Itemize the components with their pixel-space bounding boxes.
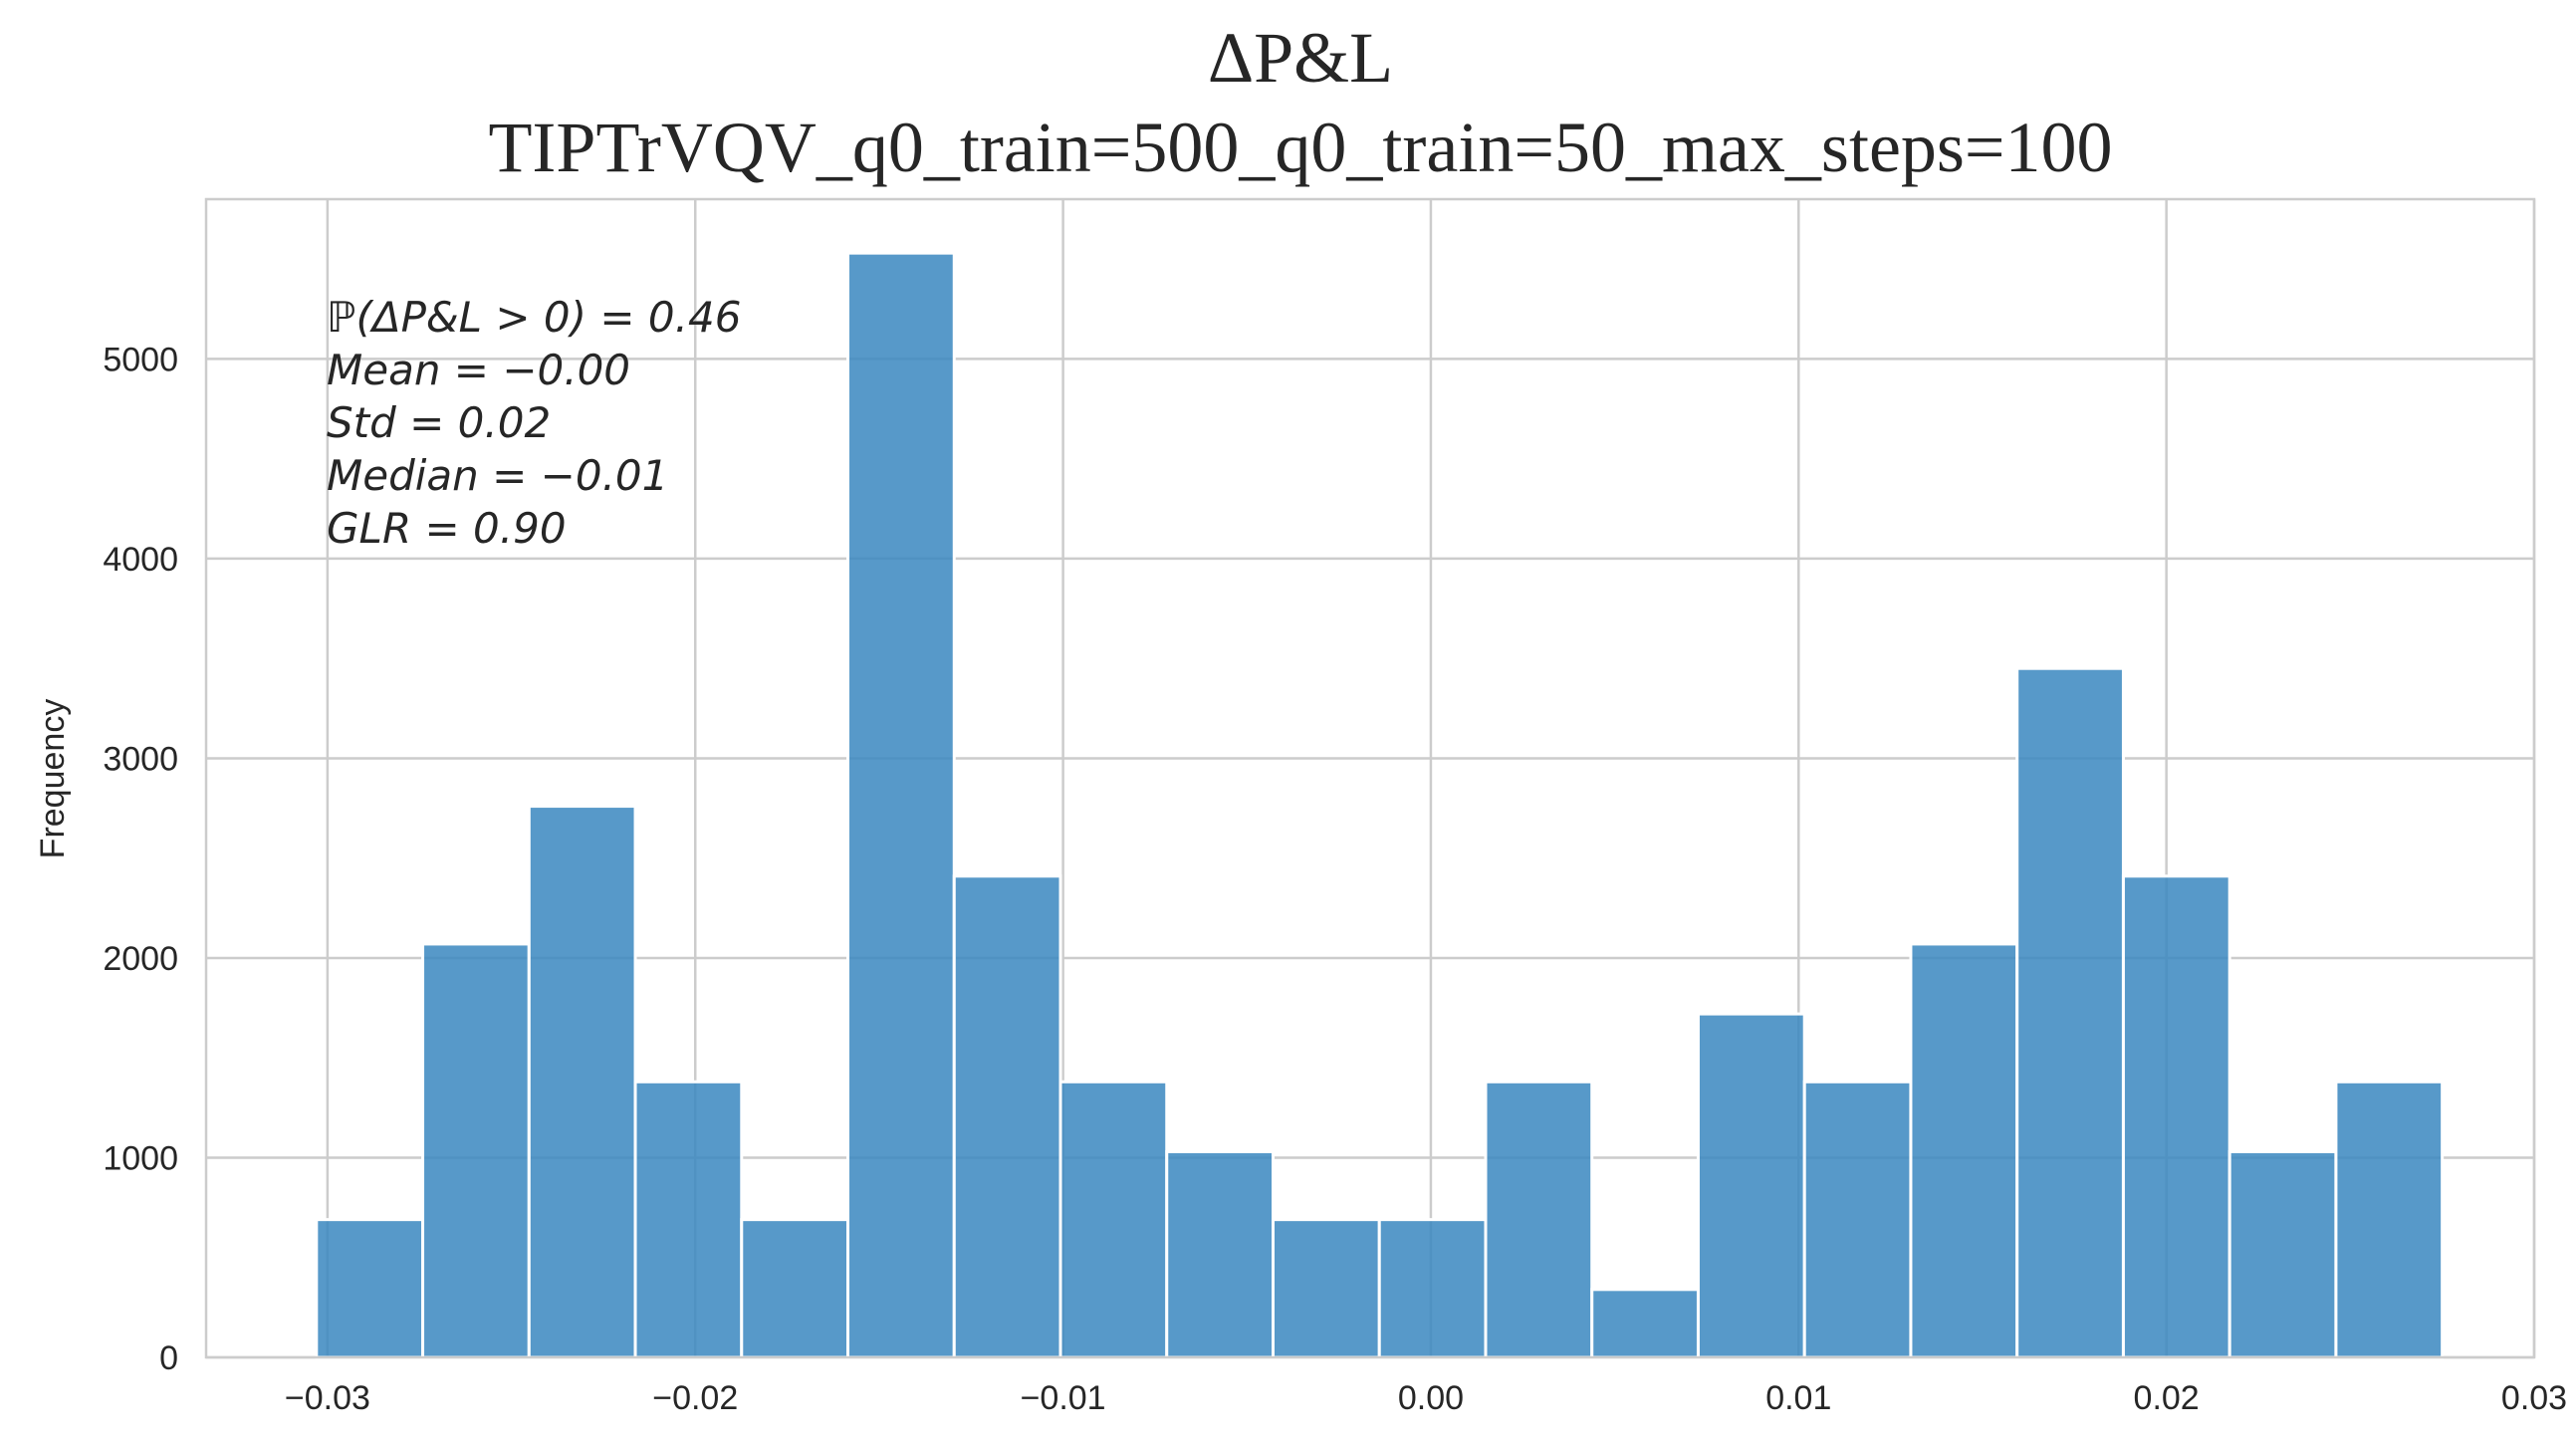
histogram-bar [2227, 1149, 2338, 1359]
y-axis-label: Frequency [34, 699, 72, 859]
histogram-bar [1590, 1288, 1700, 1359]
y-tick-labels: 0 1000 2000 3000 4000 5000 [103, 341, 178, 1377]
y-tick-label: 2000 [103, 940, 178, 978]
x-tick-labels: −0.03 −0.02 −0.01 0.00 0.01 0.02 0.03 [285, 1379, 2567, 1417]
y-tick-label: 5000 [103, 341, 178, 378]
histogram-bar [1909, 942, 2019, 1359]
histogram-bar [1058, 1080, 1169, 1359]
stats-annotation-line: ℙ(ΔP&L > 0) = 0.46 [327, 293, 741, 342]
stats-annotation-line: Median = −0.01 [327, 451, 668, 500]
x-tick-label: 0.03 [2501, 1379, 2567, 1417]
stats-annotation-line: GLR = 0.90 [327, 504, 567, 553]
y-tick-label: 1000 [103, 1139, 178, 1177]
x-tick-label: 0.01 [1765, 1379, 1831, 1417]
x-tick-label: 0.00 [1398, 1379, 1464, 1417]
histogram-bar [740, 1218, 850, 1359]
chart-subtitle: TIPTrVQV_q0_train=500_q0_train=50_max_st… [488, 108, 2112, 187]
histogram-bar [1484, 1080, 1594, 1359]
histogram-bar [1271, 1218, 1381, 1359]
x-tick-label: −0.02 [652, 1379, 738, 1417]
histogram-bar [421, 942, 531, 1359]
chart-title: ΔP&L [1208, 18, 1393, 98]
histogram-bar [2015, 666, 2125, 1359]
plot-frame [204, 197, 2536, 1359]
x-tick-label: 0.02 [2134, 1379, 2200, 1417]
y-tick-label: 3000 [103, 740, 178, 778]
histogram-bar [1696, 1012, 1806, 1359]
stats-annotation-line: Mean = −0.00 [327, 346, 630, 394]
stats-annotation-line: Std = 0.02 [327, 398, 551, 447]
x-tick-label: −0.03 [285, 1379, 370, 1417]
histogram-bar [1802, 1080, 1913, 1359]
x-tick-label: −0.01 [1021, 1379, 1106, 1417]
histogram-bar [633, 1080, 744, 1359]
y-tick-label: 4000 [103, 541, 178, 579]
histogram-bar [315, 1218, 425, 1359]
y-tick-label: 0 [159, 1339, 178, 1377]
histogram-bar [527, 805, 637, 1359]
histogram-bar [2334, 1080, 2445, 1359]
histogram-bar [1377, 1218, 1488, 1359]
histogram-bar [846, 251, 956, 1359]
histogram-bar [952, 874, 1062, 1359]
histogram-bar [1165, 1149, 1275, 1359]
histogram-bars [315, 251, 2445, 1359]
histogram-bar [2121, 874, 2231, 1359]
